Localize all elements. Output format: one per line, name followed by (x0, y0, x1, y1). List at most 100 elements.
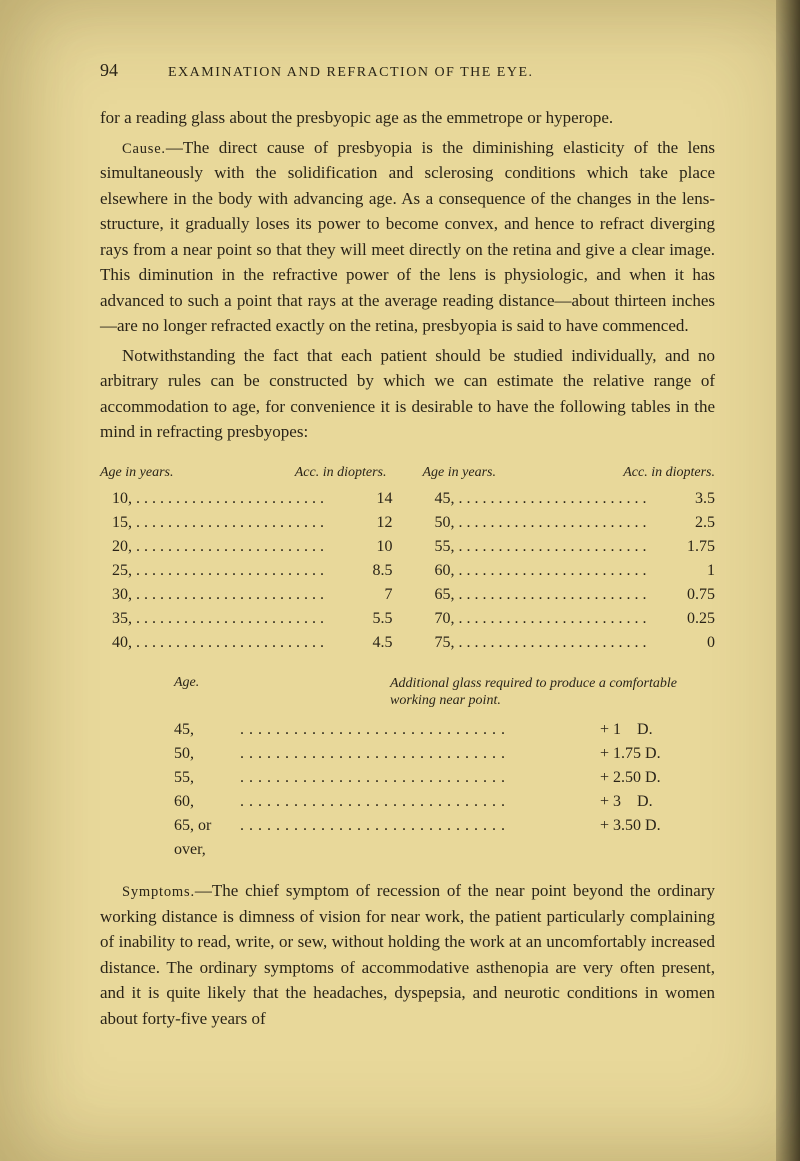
table-row: 35,........................5.5 (100, 607, 393, 631)
book-gutter-shadow (776, 0, 800, 1161)
cell-age: 65, or over, (150, 814, 240, 862)
additional-glass-table: Age. Additional glass required to produc… (150, 675, 695, 862)
paragraph-2-body: —The direct cause of presbyopia is the d… (100, 138, 715, 336)
running-head: EXAMINATION AND REFRACTION OF THE EYE. (168, 65, 534, 81)
leader-dots: ........................ (132, 559, 349, 583)
table-row: 45,........................3.5 (423, 487, 716, 511)
leader-dots: ........................ (455, 607, 672, 631)
cell-acc: 2.5 (671, 511, 715, 535)
table-row: 70,........................0.25 (423, 607, 716, 631)
col-head-acc: Acc. in diopters. (240, 465, 392, 481)
cell-acc: 8.5 (349, 559, 393, 583)
page-content: 94 EXAMINATION AND REFRACTION OF THE EYE… (0, 0, 800, 1095)
cell-age: 75 (423, 631, 451, 655)
cell-age: 20 (100, 535, 128, 559)
acc-by-age-table: Age in years. Acc. in diopters. 10,.....… (100, 465, 715, 655)
table-row: 60,........................1 (423, 559, 716, 583)
leader-dots: ........................ (455, 511, 672, 535)
symptoms-heading: Symptoms. (122, 884, 195, 900)
cell-glass: + 1.75 D. (600, 742, 695, 766)
leader-dots: ........................ (132, 535, 349, 559)
cell-acc: 12 (349, 511, 393, 535)
table-row: 15,........................12 (100, 511, 393, 535)
leader-dots: ........................ (132, 487, 349, 511)
table-header-row: Age in years. Acc. in diopters. (100, 465, 393, 481)
table-row: 30,........................7 (100, 583, 393, 607)
table-row: 55,........................1.75 (423, 535, 716, 559)
leader-dots: ........................ (455, 631, 672, 655)
leader-dots: ........................ (455, 487, 672, 511)
paragraph-2: Cause.—The direct cause of presbyopia is… (100, 135, 715, 339)
cell-age: 25 (100, 559, 128, 583)
leader-dots: ........................ (455, 535, 672, 559)
cell-acc: 0.75 (671, 583, 715, 607)
leader-dots: ........................ (455, 559, 672, 583)
table-row: 60,..............................+ 3 D. (150, 790, 695, 814)
col-head-acc: Acc. in diopters. (563, 465, 715, 481)
table-row: 55,..............................+ 2.50 … (150, 766, 695, 790)
cause-heading: Cause. (122, 141, 166, 157)
cell-glass: + 1 D. (600, 718, 695, 742)
body-text: for a reading glass about the presbyopic… (100, 105, 715, 445)
leader-dots: .............................. (240, 766, 600, 790)
table-row: 50,..............................+ 1.75 … (150, 742, 695, 766)
cell-age: 30 (100, 583, 128, 607)
cell-age: 40 (100, 631, 128, 655)
cell-acc: 1 (671, 559, 715, 583)
cell-age: 10 (100, 487, 128, 511)
leader-dots: .............................. (240, 790, 600, 814)
cell-age: 35 (100, 607, 128, 631)
cell-glass: + 3.50 D. (600, 814, 695, 838)
table-row: 25,........................8.5 (100, 559, 393, 583)
table-row: 45,..............................+ 1 D. (150, 718, 695, 742)
table-row: 65,........................0.75 (423, 583, 716, 607)
cell-acc: 5.5 (349, 607, 393, 631)
paragraph-3: Notwithstanding the fact that each patie… (100, 343, 715, 445)
table-body-right: 45,........................3.550,.......… (423, 487, 716, 655)
paragraph-1: for a reading glass about the presbyopic… (100, 105, 715, 131)
cell-acc: 1.75 (671, 535, 715, 559)
paragraph-4-body: —The chief symptom of recession of the n… (100, 881, 715, 1028)
table-row: 50,........................2.5 (423, 511, 716, 535)
cell-age: 55 (423, 535, 451, 559)
table-header-row: Age in years. Acc. in diopters. (423, 465, 716, 481)
cell-age: 55, (150, 766, 240, 790)
leader-dots: .............................. (240, 718, 600, 742)
acc-table-left-col: Age in years. Acc. in diopters. 10,.....… (100, 465, 393, 655)
leader-dots: .............................. (240, 814, 600, 838)
cell-acc: 4.5 (349, 631, 393, 655)
cell-glass: + 3 D. (600, 790, 695, 814)
cell-age: 60 (423, 559, 451, 583)
body-text-lower: Symptoms.—The chief symptom of recession… (100, 878, 715, 1031)
cell-age: 45 (423, 487, 451, 511)
leader-dots: ........................ (132, 631, 349, 655)
cell-acc: 7 (349, 583, 393, 607)
col-head-age: Age in years. (100, 465, 240, 481)
leader-dots: ........................ (132, 511, 349, 535)
table-row: 20,........................10 (100, 535, 393, 559)
cell-age: 70 (423, 607, 451, 631)
cell-age: 65 (423, 583, 451, 607)
table-row: 10,........................14 (100, 487, 393, 511)
page-number: 94 (100, 60, 118, 81)
cell-age: 15 (100, 511, 128, 535)
page-header: 94 EXAMINATION AND REFRACTION OF THE EYE… (100, 60, 715, 81)
cell-age: 45, (150, 718, 240, 742)
table2-head-glass: Additional glass required to produce a c… (270, 675, 695, 710)
table-row: 40,........................4.5 (100, 631, 393, 655)
cell-glass: + 2.50 D. (600, 766, 695, 790)
table-body-left: 10,........................1415,........… (100, 487, 393, 655)
cell-age: 60, (150, 790, 240, 814)
col-head-age: Age in years. (423, 465, 563, 481)
cell-acc: 3.5 (671, 487, 715, 511)
cell-age: 50, (150, 742, 240, 766)
paragraph-4: Symptoms.—The chief symptom of recession… (100, 878, 715, 1031)
cell-acc: 10 (349, 535, 393, 559)
leader-dots: ........................ (132, 607, 349, 631)
table2-body: 45,..............................+ 1 D.5… (150, 718, 695, 862)
table2-head-age: Age. (150, 675, 270, 710)
table-row: 75,........................0 (423, 631, 716, 655)
leader-dots: .............................. (240, 742, 600, 766)
leader-dots: ........................ (455, 583, 672, 607)
acc-table-right-col: Age in years. Acc. in diopters. 45,.....… (423, 465, 716, 655)
